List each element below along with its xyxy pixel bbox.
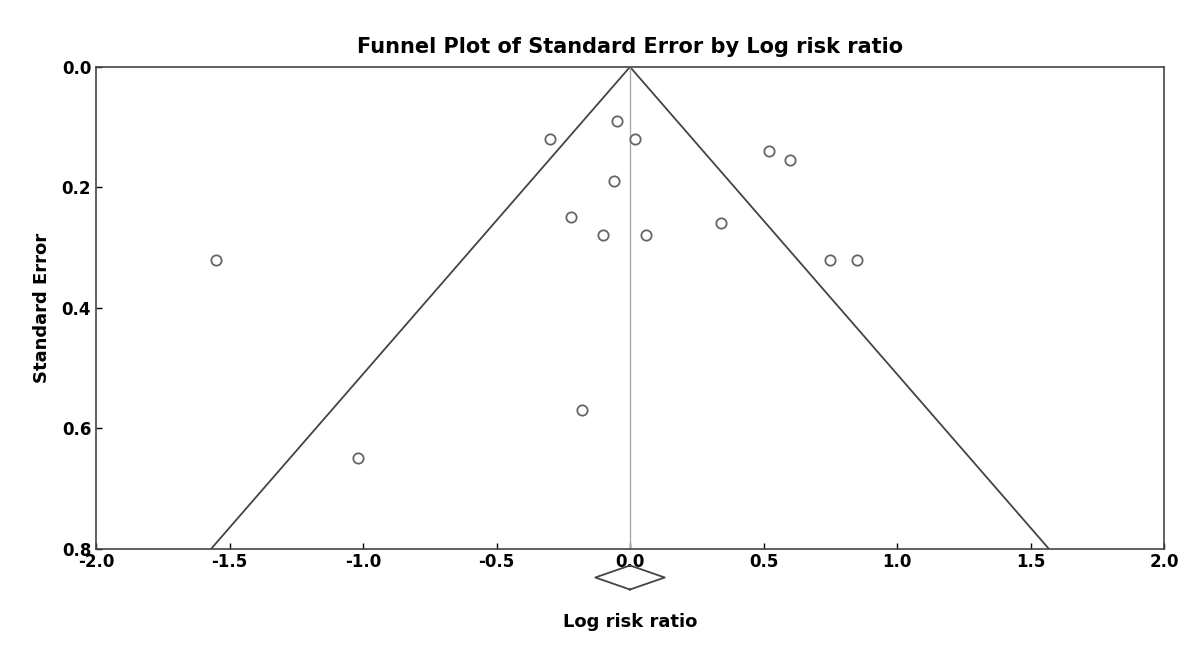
Y-axis label: Standard Error: Standard Error — [32, 233, 50, 383]
Point — [821, 254, 840, 265]
Point — [206, 254, 226, 265]
X-axis label: Log risk ratio: Log risk ratio — [563, 613, 697, 631]
Point — [712, 218, 731, 229]
Point — [572, 405, 592, 415]
Point — [847, 254, 866, 265]
Point — [348, 453, 367, 464]
Point — [605, 176, 624, 187]
Point — [540, 134, 559, 145]
Point — [781, 155, 800, 166]
Point — [607, 116, 626, 126]
Point — [636, 230, 655, 241]
Point — [625, 134, 644, 145]
Point — [594, 230, 613, 241]
Title: Funnel Plot of Standard Error by Log risk ratio: Funnel Plot of Standard Error by Log ris… — [356, 37, 904, 57]
Point — [562, 212, 581, 223]
Point — [760, 146, 779, 157]
